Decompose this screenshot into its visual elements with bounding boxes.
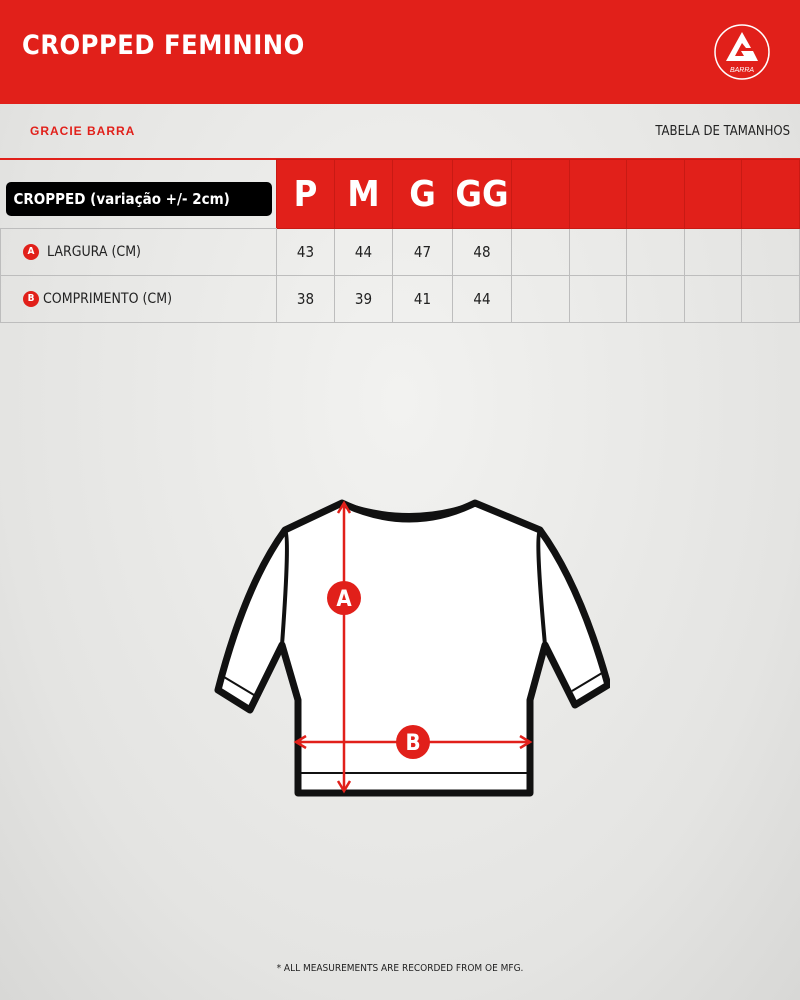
row-label: LARGURA (CM) — [47, 244, 141, 260]
cell — [741, 275, 800, 323]
marker-a — [327, 581, 361, 615]
cell — [568, 275, 628, 323]
cell: 47 — [392, 228, 453, 276]
table-row: A LARGURA (CM) 43 44 47 48 — [0, 228, 800, 276]
page-title: CROPPED FEMININO — [22, 30, 305, 61]
size-header — [741, 159, 800, 229]
cell: 41 — [392, 275, 453, 323]
svg-text:BARRA: BARRA — [730, 67, 754, 74]
size-table: CROPPED (variação +/- 2cm) P M G GG A LAR… — [0, 159, 800, 323]
cell — [683, 228, 743, 276]
marker-b — [396, 725, 430, 759]
header-bar: CROPPED FEMININO BARRA — [0, 0, 800, 104]
cell: 43 — [276, 228, 335, 276]
size-header: G — [392, 159, 453, 229]
table-row: B COMPRIMENTO (CM) 38 39 41 44 — [0, 275, 800, 323]
badge-a: A — [23, 244, 39, 260]
row-label: COMPRIMENTO (CM) — [43, 291, 172, 307]
gracie-barra-logo: BARRA — [714, 24, 770, 80]
footnote: * ALL MEASUREMENTS ARE RECORDED FROM OE … — [276, 963, 524, 974]
size-header: GG — [452, 159, 512, 229]
cell: 44 — [334, 228, 393, 276]
table-label-cell: CROPPED (variação +/- 2cm) — [0, 159, 277, 229]
badge-b: B — [23, 291, 39, 307]
brand-name: GRACIE BARRA — [30, 124, 136, 138]
cell: 44 — [452, 275, 512, 323]
size-header — [568, 159, 628, 229]
size-header — [683, 159, 743, 229]
cell: 39 — [334, 275, 393, 323]
cell: 48 — [452, 228, 512, 276]
size-header: M — [334, 159, 393, 229]
size-header-row: CROPPED (variação +/- 2cm) P M G GG — [0, 159, 800, 229]
cropped-shirt-diagram: A B — [214, 499, 610, 797]
cell — [511, 275, 570, 323]
cell — [741, 228, 800, 276]
cell: 38 — [276, 275, 335, 323]
size-header — [626, 159, 685, 229]
marker-b-text: B — [405, 731, 420, 756]
cell — [626, 275, 685, 323]
size-header — [511, 159, 570, 229]
cell — [683, 275, 743, 323]
size-header: P — [276, 159, 335, 229]
product-label: CROPPED (variação +/- 2cm) — [5, 181, 272, 216]
marker-a-text: A — [336, 587, 352, 612]
cell — [511, 228, 570, 276]
cell — [568, 228, 628, 276]
cell — [626, 228, 685, 276]
subtitle: TABELA DE TAMANHOS — [655, 124, 790, 139]
